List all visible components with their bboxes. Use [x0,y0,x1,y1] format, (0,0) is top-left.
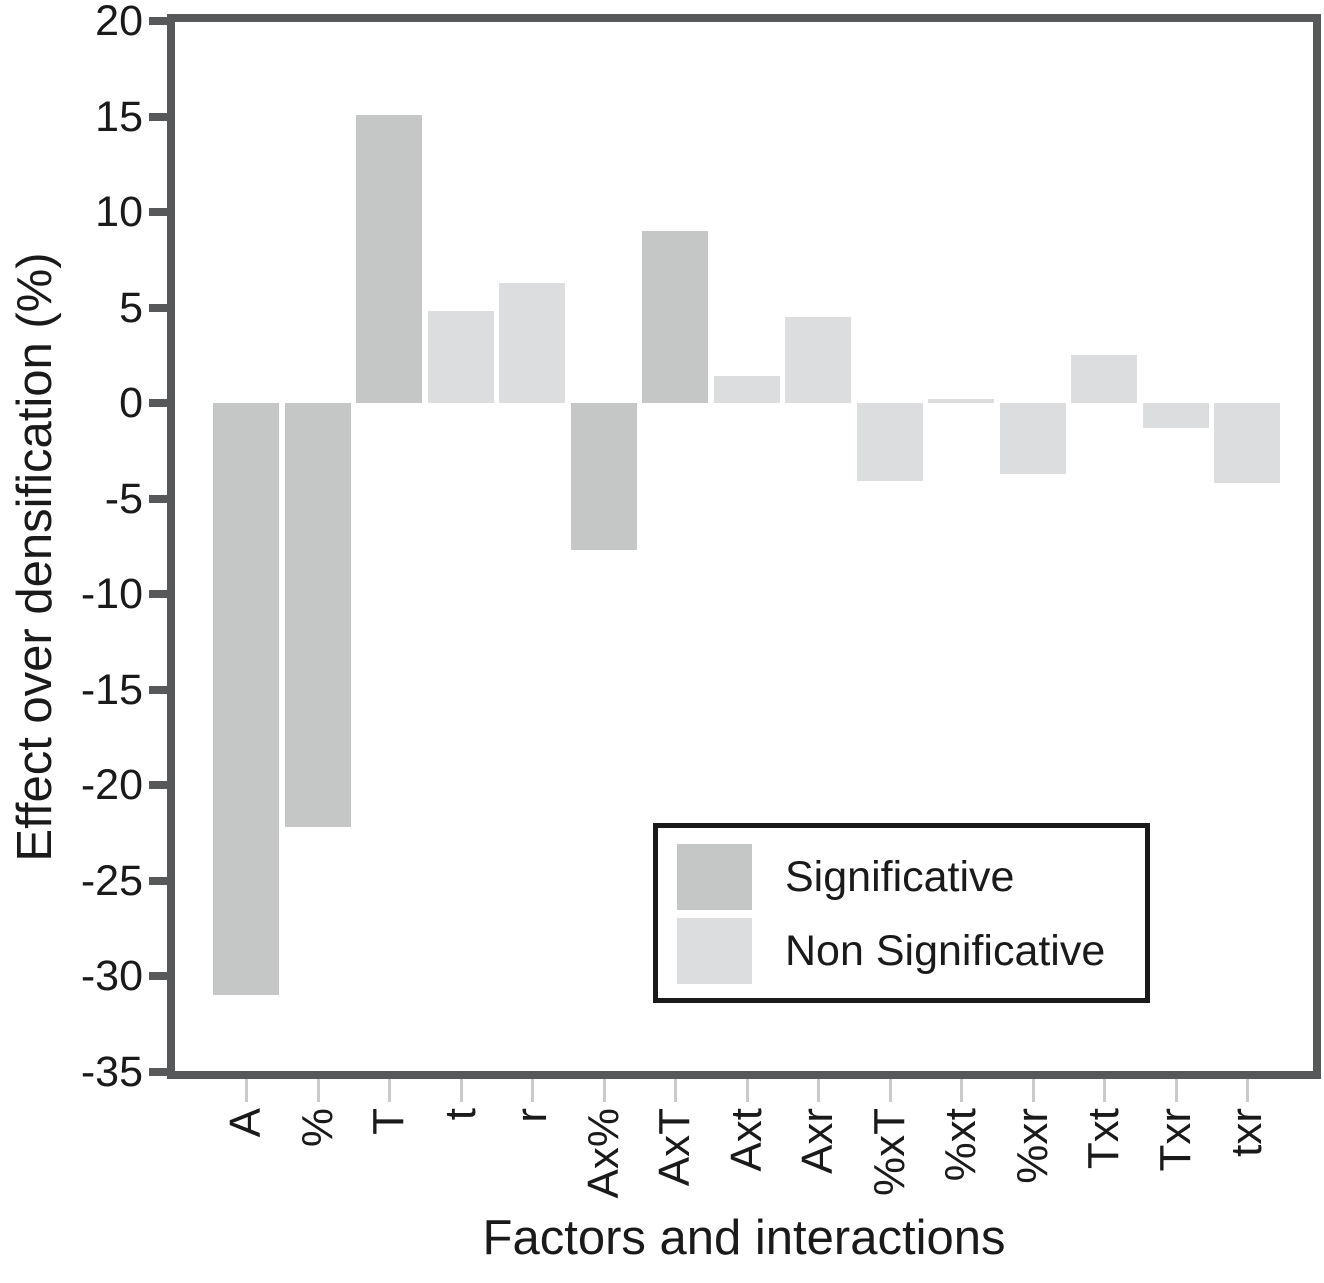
x-tick [317,1079,320,1102]
bar-Axr [785,317,851,403]
bar-Ax% [571,403,637,550]
x-tick [1103,1079,1106,1102]
legend-swatch-non-significative [677,918,752,984]
x-tick [245,1079,248,1102]
legend-row-non-significative: Non Significative [677,918,1145,984]
x-axis-title: Factors and interactions [482,1211,1006,1265]
x-tick [1032,1079,1035,1102]
y-tick-label: 10 [95,188,143,236]
bar-r [499,283,565,403]
x-tick [889,1079,892,1102]
y-tick [149,495,175,503]
y-tick-label: -30 [80,952,143,1000]
bar-txr [1214,403,1280,483]
y-tick [149,399,175,407]
y-tick-label: -20 [80,761,143,809]
y-tick [149,208,175,216]
y-tick-label: -25 [80,857,143,905]
y-tick [149,590,175,598]
legend: Significative Non Significative [653,823,1150,1003]
x-tick [746,1079,749,1102]
legend-row-significative: Significative [677,844,1145,910]
bar-%xr [1000,403,1066,474]
bar-%xT [857,403,923,481]
y-tick [149,686,175,694]
y-tick [149,877,175,885]
y-tick-label: -10 [80,570,143,618]
bar-AxT [642,231,708,403]
y-tick-label: 20 [95,0,143,45]
bar-Axt [714,376,780,403]
bar-A [213,403,279,995]
plot-frame [167,14,1321,1079]
y-tick-label: 0 [119,379,143,427]
bar-% [285,403,351,827]
y-tick [149,113,175,121]
x-tick [460,1079,463,1102]
x-tick [388,1079,391,1102]
x-tick [1175,1079,1178,1102]
bar-Txt [1071,355,1137,403]
bar-T [356,115,422,403]
legend-label-non-significative: Non Significative [785,927,1106,975]
y-tick [149,304,175,312]
x-tick [960,1079,963,1102]
y-tick [149,1068,175,1076]
bar-t [428,311,494,403]
y-tick [149,781,175,789]
legend-label-significative: Significative [785,853,1015,901]
x-tick [531,1079,534,1102]
x-tick [817,1079,820,1102]
y-tick-label: -5 [104,475,143,523]
x-tick [674,1079,677,1102]
y-tick [149,17,175,25]
bar-Txr [1143,403,1209,428]
y-tick-label: -15 [80,666,143,714]
y-tick-label: 5 [119,284,143,332]
bar-%xt [928,399,994,403]
legend-swatch-significative [677,844,752,910]
x-tick [1246,1079,1249,1102]
x-tick [603,1079,606,1102]
y-tick-label: -35 [80,1048,143,1096]
y-tick [149,972,175,980]
y-tick-label: 15 [95,93,143,141]
